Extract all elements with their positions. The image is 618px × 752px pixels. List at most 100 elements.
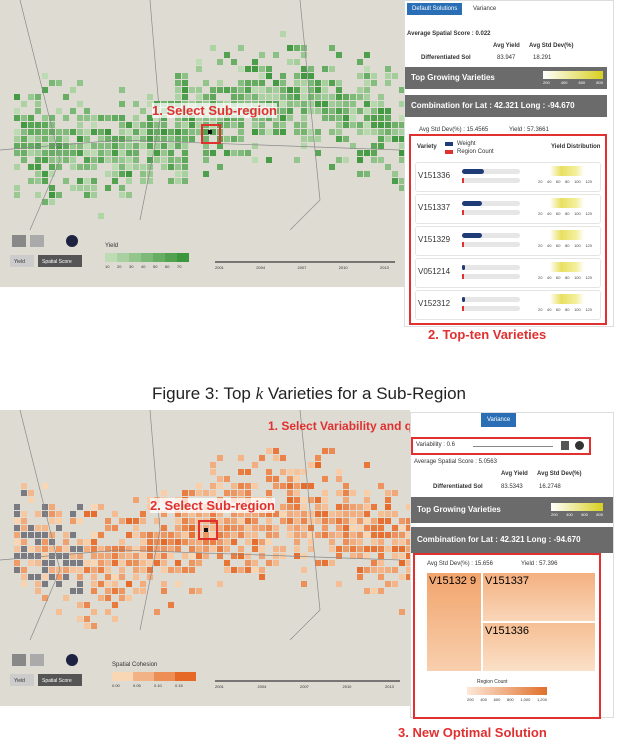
tab[interactable]: Variance (481, 413, 517, 427)
section-header[interactable]: Combination for Lat : 42.321 Long : -94.… (411, 527, 613, 553)
cell (196, 94, 202, 100)
cell (91, 143, 97, 149)
cell (315, 462, 321, 468)
cell (140, 560, 146, 566)
zoom[interactable] (12, 654, 26, 666)
cell (378, 546, 384, 552)
layer-button[interactable] (10, 255, 34, 267)
color-scale (543, 71, 603, 79)
cell (56, 192, 62, 198)
cell (49, 150, 55, 156)
cell (182, 539, 188, 545)
tab[interactable]: Default Solutions (407, 3, 463, 15)
cell (189, 511, 195, 517)
cell (385, 136, 391, 142)
legend-swatch (129, 253, 141, 262)
cell (21, 532, 27, 538)
cell (385, 581, 391, 587)
year-label: 2001 (215, 265, 225, 270)
cell (21, 567, 27, 573)
cell (147, 122, 153, 128)
zoom[interactable] (30, 654, 44, 666)
cell (406, 553, 410, 559)
cell (35, 143, 41, 149)
cell (357, 553, 363, 559)
layer-button[interactable] (10, 674, 34, 686)
cell (189, 567, 195, 573)
cell (364, 525, 370, 531)
cell (308, 532, 314, 538)
cell (308, 525, 314, 531)
layer-button[interactable] (38, 674, 82, 686)
zoom[interactable] (30, 235, 44, 247)
distribution (546, 294, 584, 304)
year-label: 2010 (343, 684, 353, 689)
cell (105, 518, 111, 524)
cell (238, 455, 244, 461)
cell (301, 497, 307, 503)
cell (329, 101, 335, 107)
cell (21, 101, 27, 107)
cell (294, 129, 300, 135)
cell (280, 483, 286, 489)
cell (42, 574, 48, 580)
variety-table: Variety Weight Region Count Yield Distri… (409, 134, 607, 325)
locator[interactable] (66, 654, 78, 666)
cell (322, 518, 328, 524)
cell (35, 150, 41, 156)
cell (231, 532, 237, 538)
cell (266, 560, 272, 566)
cell (126, 532, 132, 538)
boundary (19, 410, 61, 641)
section-header[interactable]: Combination for Lat : 42.321 Long : -94.… (405, 95, 607, 117)
cell (21, 574, 27, 580)
cell (154, 553, 160, 559)
cell (238, 94, 244, 100)
cell (280, 94, 286, 100)
tick-label: 100 (574, 211, 581, 216)
cell (315, 101, 321, 107)
variety-name: V051214 (418, 267, 451, 276)
cell (84, 560, 90, 566)
cell (70, 185, 76, 191)
slider[interactable] (473, 446, 553, 447)
cell (392, 178, 398, 184)
tab[interactable]: Variance (473, 6, 497, 12)
icon[interactable] (575, 441, 584, 450)
track (462, 242, 520, 247)
cell (231, 59, 237, 65)
layer-button[interactable] (38, 255, 82, 267)
cell (252, 157, 258, 163)
cell (56, 108, 62, 114)
color-scale (551, 503, 603, 511)
cell (357, 574, 363, 580)
cell (385, 129, 391, 135)
cell (182, 553, 188, 559)
cell (406, 560, 410, 566)
zoom[interactable] (12, 235, 26, 247)
cell (182, 178, 188, 184)
cell (315, 108, 321, 114)
side-panel: Variance Variability : 0.6 Average Spati… (410, 412, 614, 719)
cell (91, 511, 97, 517)
cell (336, 101, 342, 107)
cell (203, 129, 209, 135)
cell (245, 560, 251, 566)
cell (224, 136, 230, 142)
locator[interactable] (66, 235, 78, 247)
cell (168, 164, 174, 170)
cell (378, 108, 384, 114)
cell (105, 150, 111, 156)
cell (175, 518, 181, 524)
cell (28, 122, 34, 128)
tick-label: 600 (581, 512, 588, 517)
icon[interactable] (561, 441, 569, 450)
cell (357, 157, 363, 163)
cell (98, 504, 104, 510)
cell (308, 87, 314, 93)
cell (161, 546, 167, 552)
cell (84, 602, 90, 608)
tick-label: 400 (566, 512, 573, 517)
cell (161, 122, 167, 128)
cell (203, 136, 209, 142)
